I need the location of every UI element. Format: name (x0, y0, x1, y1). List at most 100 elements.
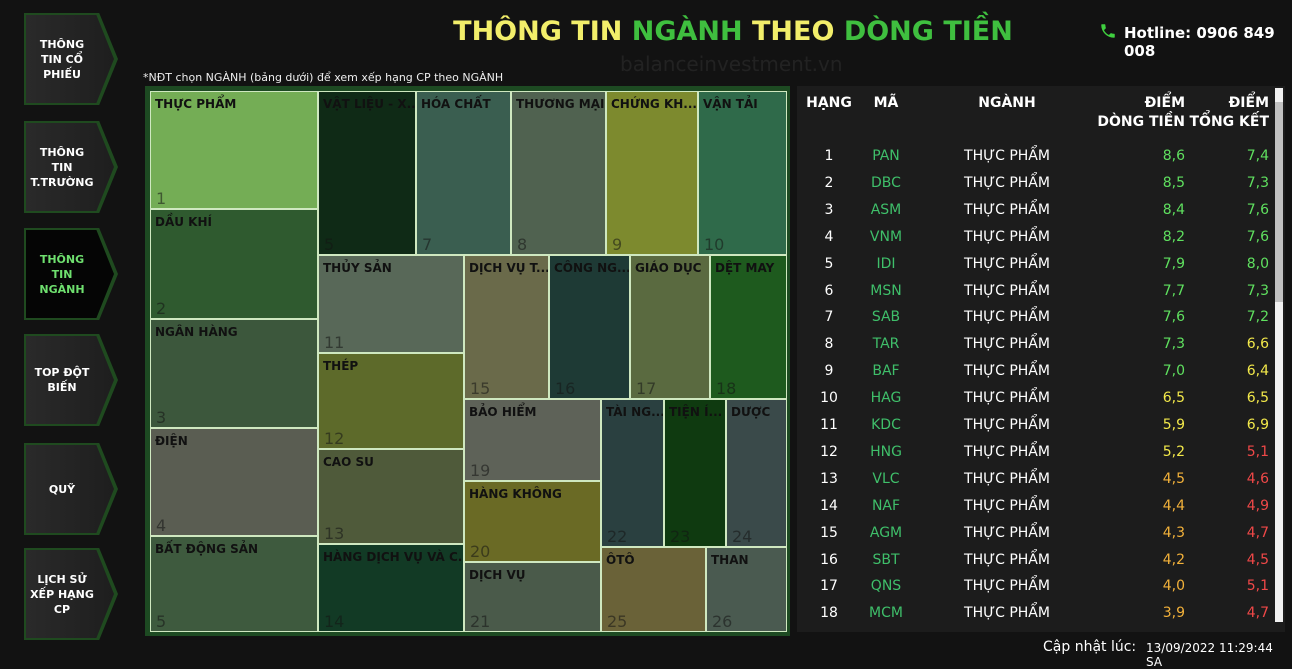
tile-rank: 5 (324, 235, 335, 254)
treemap-tile[interactable]: THAN 26 (706, 547, 787, 632)
table-cell: 4,7 (1246, 605, 1269, 622)
table-cell: 4,7 (1246, 524, 1269, 541)
treemap-tile[interactable]: DỆT MAY 18 (710, 255, 787, 399)
table-cell: 9 (824, 363, 834, 380)
treemap-tile[interactable]: TIỆN Í... 23 (664, 399, 726, 547)
nav-button[interactable]: LỊCH SỬ XẾP HẠNG CP (26, 550, 114, 638)
table-cell: HAG (870, 390, 902, 407)
treemap: THỰC PHẨM 1 DẦU KHÍ 2 NGÂN HÀNG 3 ĐIỆN 4 BẤT ĐỘN… (145, 86, 790, 636)
table-cell: 4,3 (1162, 524, 1185, 541)
table-cell: THỰC PHẨM (964, 551, 1050, 568)
tile-rank: 9 (612, 235, 623, 254)
treemap-tile[interactable]: HÀNG KHÔNG 20 (464, 481, 601, 562)
treemap-tile[interactable]: THỦY SẢN 11 (318, 255, 464, 353)
treemap-tile[interactable]: THỰC PHẨM 1 (150, 91, 318, 209)
table-cell: 6,4 (1246, 363, 1269, 380)
treemap-tile[interactable]: NGÂN HÀNG 3 (150, 319, 318, 428)
tile-label: CHỨNG KH... (611, 97, 697, 111)
tile-rank: 8 (517, 235, 528, 254)
table-cell: 4 (824, 228, 834, 245)
tile-label: BẤT ĐỘNG SẢN (155, 542, 259, 556)
hotline[interactable]: Hotline: 0906 849 008 (1124, 24, 1275, 60)
treemap-tile[interactable]: HÓA CHẤT 7 (416, 91, 511, 255)
table-cell: 5,1 (1246, 578, 1269, 595)
treemap-tile[interactable]: CHỨNG KH... 9 (606, 91, 698, 255)
treemap-tile[interactable]: VẬT LIỆU - X... 5 (318, 91, 416, 255)
table-cell: 7,9 (1162, 255, 1185, 272)
table-cell: QNS (870, 578, 902, 595)
note: *NĐT chọn NGÀNH (bảng dưới) để xem xếp h… (143, 71, 504, 84)
table-cell: 2 (824, 174, 834, 191)
tile-rank: 26 (712, 612, 733, 631)
table-cell: 8,4 (1162, 201, 1185, 218)
tile-rank: 2 (156, 299, 167, 318)
table-cell: 5 (824, 255, 834, 272)
tile-label: CÔNG NG... (554, 261, 630, 275)
treemap-tile[interactable]: TÀI NG... 22 (601, 399, 664, 547)
treemap-tile[interactable]: DỊCH VỤ 21 (464, 562, 601, 632)
table-cell: 15 (820, 524, 838, 541)
treemap-tile[interactable]: GIÁO DỤC 17 (630, 255, 710, 399)
table-cell: THỰC PHẨM (964, 390, 1050, 407)
title-part: THÔNG TIN (453, 16, 632, 47)
table-cell: 6,9 (1246, 417, 1269, 433)
table-cell: 18 (820, 605, 838, 622)
table-cell: 4,2 (1162, 551, 1185, 568)
column-header: ĐIỂM DÒNG TIỀN (1097, 95, 1185, 130)
page-title: THÔNG TIN NGÀNH THEO DÒNG TIỀN (0, 16, 1292, 47)
treemap-tile[interactable]: BẤT ĐỘNG SẢN 5 (150, 536, 318, 632)
treemap-tile[interactable]: ÔTÔ 25 (601, 547, 706, 632)
column-header: MÃ (873, 95, 899, 111)
table-cell: 4,6 (1246, 470, 1269, 487)
table-cell: 7,6 (1162, 309, 1185, 326)
nav-button[interactable]: QUỸ (26, 445, 114, 533)
tile-rank: 4 (156, 516, 167, 535)
nav-button[interactable]: THÔNG TIN NGÀNH (26, 230, 114, 318)
table-cell: 4,5 (1162, 470, 1185, 487)
table-cell: 8,2 (1162, 228, 1185, 245)
tile-rank: 25 (607, 612, 628, 631)
table-cell: 8,0 (1246, 255, 1269, 272)
column-header: NGÀNH (978, 95, 1036, 111)
treemap-tile[interactable]: DƯỢC 24 (726, 399, 787, 547)
table-cell: SAB (871, 309, 901, 326)
treemap-tile[interactable]: THƯƠNG MẠI 8 (511, 91, 606, 255)
tile-label: ÔTÔ (606, 553, 635, 567)
table-cell: 4,0 (1162, 578, 1185, 595)
tile-label: DẦU KHÍ (155, 215, 212, 229)
treemap-tile[interactable]: DẦU KHÍ 2 (150, 209, 318, 319)
treemap-tile[interactable]: CÔNG NG... 16 (549, 255, 630, 399)
treemap-tile[interactable]: CAO SU 13 (318, 449, 464, 544)
table-cell: THỰC PHẨM (964, 470, 1050, 487)
table-cell: THỰC PHẨM (964, 363, 1050, 380)
scrollbar[interactable] (1275, 88, 1283, 622)
nav-button[interactable]: THÔNG TIN CỔ PHIẾU (26, 15, 114, 103)
treemap-tile[interactable]: DỊCH VỤ T... 15 (464, 255, 549, 399)
tile-rank: 11 (324, 333, 345, 352)
treemap-tile[interactable]: ĐIỆN 4 (150, 428, 318, 536)
tile-label: DỊCH VỤ (469, 568, 526, 582)
tile-rank: 21 (470, 612, 491, 631)
nav-button[interactable]: TOP ĐỘT BIẾN (26, 336, 114, 424)
update-label: Cập nhật lúc: (1043, 639, 1137, 655)
treemap-tile[interactable]: VẬN TẢI 10 (698, 91, 787, 255)
treemap-tile[interactable]: THÉP 12 (318, 353, 464, 449)
tile-rank: 1 (156, 189, 167, 208)
table-cell: 8 (824, 336, 834, 353)
treemap-tile[interactable]: BẢO HIỂM 19 (464, 399, 601, 481)
tile-label: DƯỢC (731, 405, 771, 419)
watermark: balanceinvestment.vn (620, 52, 843, 76)
treemap-tile[interactable]: HÀNG DỊCH VỤ VÀ C... 14 (318, 544, 464, 632)
tile-label: HÓA CHẤT (421, 97, 491, 111)
table-cell: 7,6 (1246, 228, 1269, 245)
table-cell: 7,6 (1246, 201, 1269, 218)
table-cell: 7,3 (1246, 174, 1269, 191)
table-cell: THỰC PHẨM (964, 497, 1050, 514)
tile-rank: 5 (156, 612, 167, 631)
nav-button[interactable]: THÔNG TIN T.TRƯỜNG (26, 123, 114, 211)
tile-rank: 16 (555, 379, 576, 398)
table-cell: 7,2 (1246, 309, 1269, 326)
tile-rank: 10 (704, 235, 725, 254)
table-cell: THỰC PHẨM (964, 148, 1050, 164)
table-cell: AGM (869, 524, 903, 541)
